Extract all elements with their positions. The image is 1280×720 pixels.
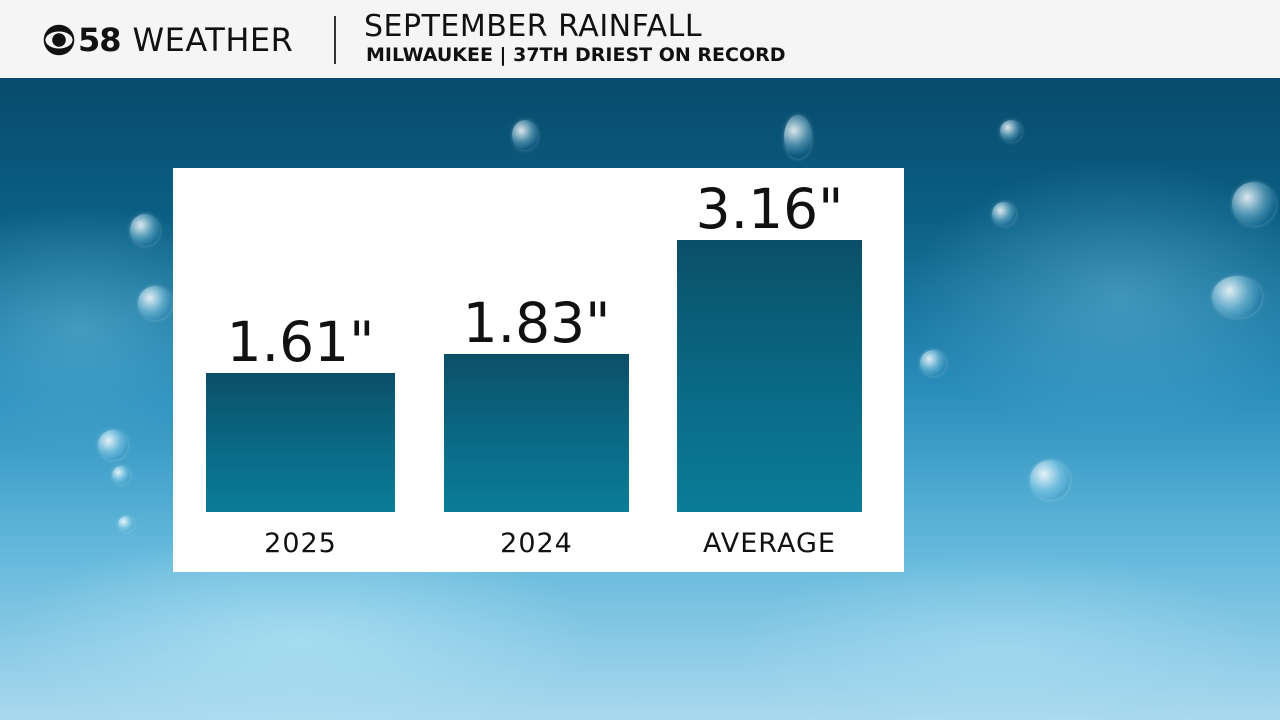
logo-word: WEATHER (132, 21, 294, 59)
category-label-2024: 2024 (500, 528, 573, 559)
category-label-average: AVERAGE (703, 528, 836, 559)
water-drop (512, 120, 538, 150)
water-drop (130, 214, 160, 246)
page-subtitle: MILWAUKEE | 37TH DRIEST ON RECORD (366, 44, 786, 66)
value-label-2025: 1.61" (226, 310, 375, 375)
category-label-2025: 2025 (264, 528, 337, 559)
water-drop (1000, 120, 1022, 142)
water-drop (1030, 460, 1070, 500)
bar-average (677, 240, 862, 512)
water-drop (98, 430, 128, 460)
value-label-2024: 1.83" (462, 291, 611, 356)
header-divider (334, 16, 336, 64)
water-drop (992, 202, 1016, 226)
water-drop (1212, 276, 1262, 318)
water-drop (118, 516, 134, 532)
value-label-average: 3.16" (695, 177, 844, 241)
logo-number: 58 (78, 21, 122, 59)
cbs-eye-icon (43, 24, 75, 56)
water-drop (920, 350, 946, 376)
bar-2024 (444, 354, 629, 512)
water-drop (138, 286, 172, 320)
page-title: SEPTEMBER RAINFALL (364, 9, 703, 44)
water-drop (112, 466, 130, 484)
bar-2025 (206, 373, 395, 512)
water-drop (1232, 182, 1276, 226)
water-drop (784, 115, 812, 159)
header-bar: 58 WEATHER SEPTEMBER RAINFALL MILWAUKEE … (0, 0, 1280, 78)
station-logo: 58 WEATHER (42, 20, 293, 60)
chart-panel: 1.61" 2025 1.83" 2024 3.16" AVERAGE (173, 168, 904, 572)
